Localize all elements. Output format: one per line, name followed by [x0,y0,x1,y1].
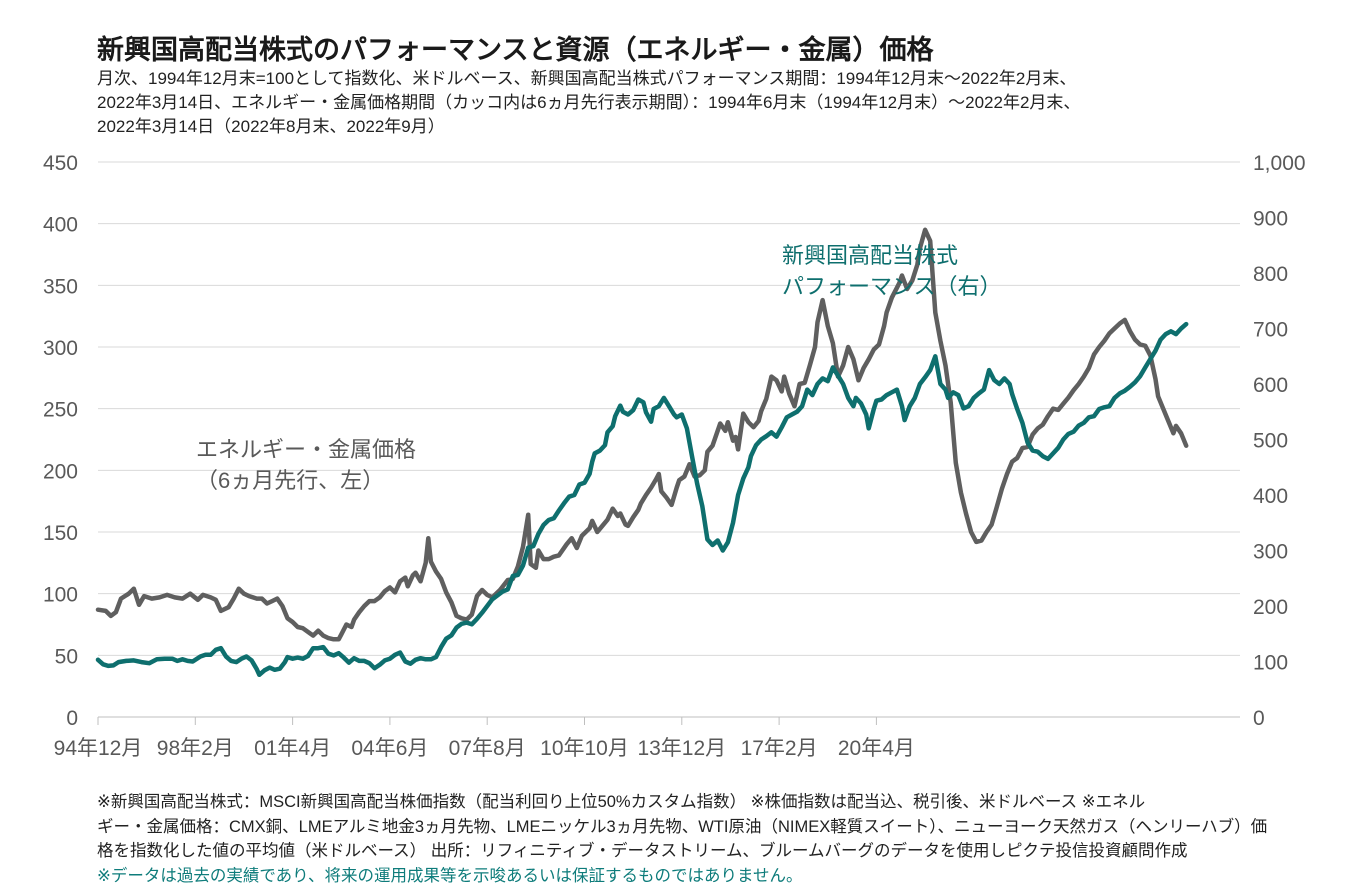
x-tick-label: 17年2月 [741,737,818,760]
y-left-tick-label: 100 [43,584,78,607]
annotation-line: 新興国高配当株式 [782,243,959,268]
y-left-tick-label: 350 [43,275,78,298]
y-right-tick-label: 100 [1253,652,1288,675]
y-left-tick-label: 300 [43,337,78,360]
subtitle-line: 2022年3月14日（2022年8月末、2022年9月） [97,117,445,136]
y-left-tick-label: 0 [66,707,78,730]
y-right-tick-label: 500 [1253,430,1288,453]
subtitle-line: 月次、1994年12月末=100として指数化、米ドルベース、新興国高配当株式パフ… [97,69,1077,88]
footnote-line: ギー・金属価格：CMX銅、LMEアルミ地金3ヵ月先物、LMEニッケル3ヵ月先物、… [97,817,1268,836]
y-left-tick-label: 250 [43,399,78,422]
footnote-line: 格を指数化した値の平均値（米ドルベース） 出所：リフィニティブ・データストリーム… [97,842,1188,860]
y-right-tick-label: 700 [1253,319,1288,342]
subtitle-line: 2022年3月14日、エネルギー・金属価格期間（カッコ内は6ヵ月先行表示期間）：… [97,93,1081,112]
y-right-tick-label: 800 [1253,263,1288,286]
x-tick-label: 04年6月 [351,737,428,760]
y-left-tick-label: 400 [43,214,78,237]
y-left-tick-label: 200 [43,460,78,483]
x-tick-label: 98年2月 [157,737,234,760]
footnotes: ※新興国高配当株式：MSCI新興国高配当株価指数（配当利回り上位50%カスタム指… [97,790,1267,888]
footnote-line: ※新興国高配当株式：MSCI新興国高配当株価指数（配当利回り上位50%カスタム指… [97,793,1146,811]
y-right-tick-label: 600 [1253,374,1288,397]
annotation-line: パフォーマンス（右） [782,274,1002,299]
y-left-tick-label: 50 [55,645,78,668]
y-right-tick-label: 300 [1253,541,1288,564]
em-high-dividend-annotation: 新興国高配当株式 パフォーマンス（右） [782,240,1002,302]
energy-metals-annotation: エネルギー・金属価格 （6ヵ月先行、左） [196,434,416,496]
chart-title: 新興国高配当株式のパフォーマンスと資源（エネルギー・金属）価格 [97,35,934,65]
y-right-tick-label: 1,000 [1253,152,1306,175]
y-left-tick-label: 450 [43,152,78,175]
chart-subtitle: 月次、1994年12月末=100として指数化、米ドルベース、新興国高配当株式パフ… [97,67,1080,139]
y-right-tick-label: 900 [1253,208,1288,231]
y-left-tick-label: 150 [43,522,78,545]
x-tick-label: 94年12月 [54,737,143,760]
y-right-tick-label: 200 [1253,596,1288,619]
y-axis-right: 0 100 200 300 400 500 600 700 800 900 1,000 [1253,152,1306,730]
series-line-em-high-dividend [95,321,1189,678]
annotation-line: エネルギー・金属価格 [196,437,417,462]
x-axis: 94年12月 98年2月 01年4月 04年6月 07年8月 10年10月 13年12月 17… [54,717,915,760]
series-line-energy-metals [95,227,1189,642]
annotation-line: （6ヵ月先行、左） [196,468,385,493]
x-tick-label: 20年4月 [838,737,915,760]
y-axis-left: 0 50 100 150 200 250 300 350 400 450 [43,152,78,730]
series-lines [95,227,1189,678]
y-right-tick-label: 0 [1253,707,1265,730]
x-tick-label: 10年10月 [540,737,629,760]
x-tick-label: 01年4月 [254,737,331,760]
disclaimer: ※データは過去の実績であり、将来の運用成果等を示唆あるいは保証するものではありま… [97,866,803,885]
x-tick-label: 13年12月 [637,737,726,760]
x-tick-label: 07年8月 [449,737,526,760]
y-right-tick-label: 400 [1253,485,1288,508]
